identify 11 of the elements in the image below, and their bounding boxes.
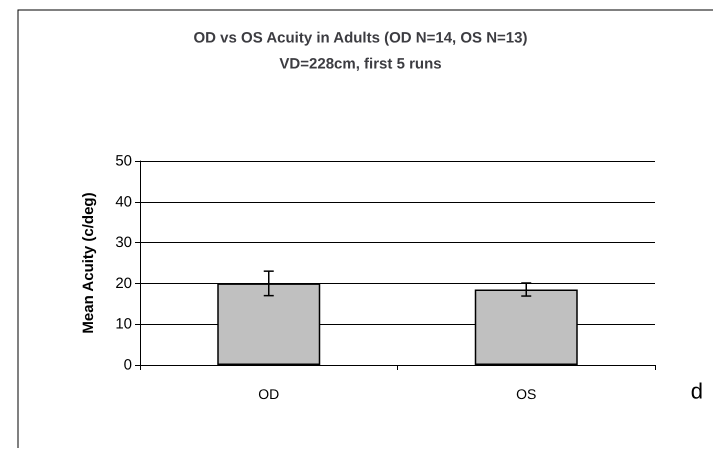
text: d — [690, 378, 704, 404]
y-tick-label: 0 — [124, 356, 132, 374]
x-tick-label: OS — [516, 386, 536, 402]
y-tick-label: 50 — [115, 152, 132, 170]
y-tick-label: 40 — [115, 193, 132, 210]
y-axis-title: Mean Acuity (c/deg) — [80, 192, 97, 334]
y-tick-label: 20 — [115, 274, 132, 292]
y-tick-label: 30 — [115, 234, 132, 252]
y-tick-label: 10 — [115, 316, 132, 333]
chart-title: OD vs OS Acuity in Adults (OD N=14, OS N=13) VD=228cm, first 5 runs — [194, 30, 528, 72]
x-tick-label: OD — [258, 386, 280, 402]
